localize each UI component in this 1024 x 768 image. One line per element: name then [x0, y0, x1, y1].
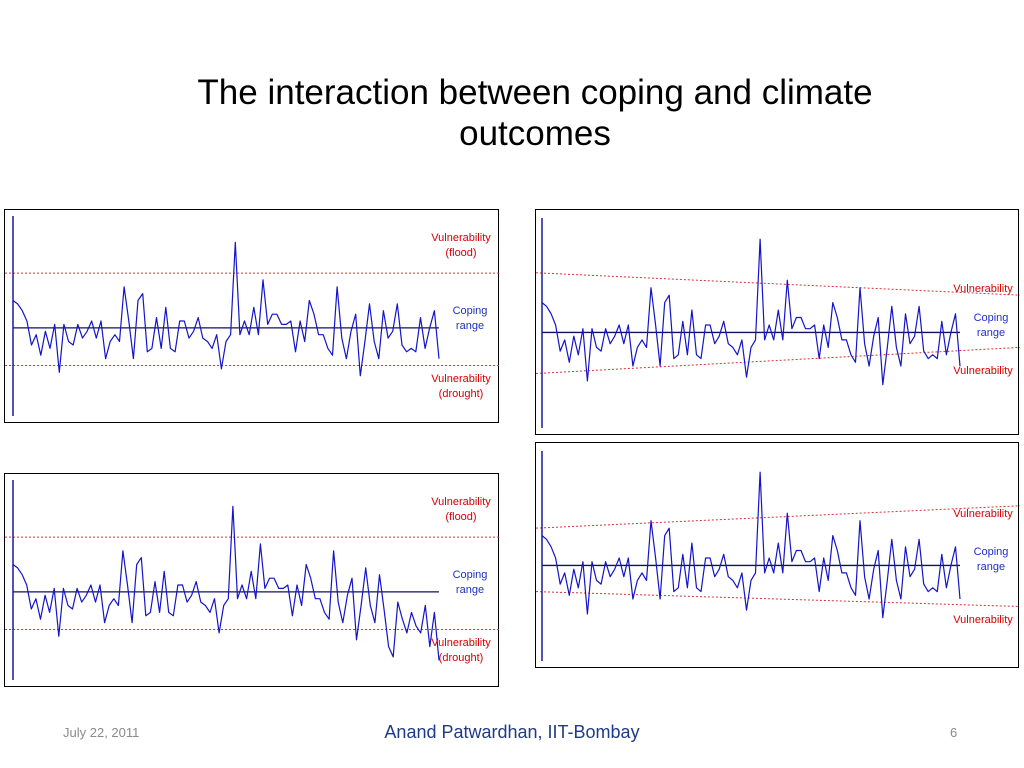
label-vulnerability-upper: Vulnerability	[946, 507, 1020, 522]
chart-panel-top-right: Vulnerability Coping range Vulnerability	[535, 209, 1021, 435]
label-vulnerability-lower: Vulnerability (drought)	[421, 636, 501, 666]
chart-svg	[535, 451, 1021, 661]
series-line	[12, 505, 440, 661]
chart-panel-bottom-right: Vulnerability Coping range Vulnerability	[535, 442, 1021, 668]
slide-title-line-1: The interaction between coping and clima…	[197, 73, 873, 112]
threshold-line-lower	[535, 346, 1021, 374]
label-line: Vulnerability	[431, 373, 491, 385]
label-line: range	[976, 327, 1006, 339]
threshold-line-upper	[535, 272, 1021, 296]
label-coping-range: Coping range	[435, 304, 505, 334]
label-line: Vulnerability	[953, 508, 1013, 520]
label-coping-range: Coping range	[956, 311, 1024, 341]
label-coping-range: Coping range	[435, 568, 505, 598]
label-line: Coping	[973, 312, 1009, 324]
chart-svg	[5, 216, 500, 416]
label-line: Vulnerability	[953, 614, 1013, 626]
footer-author: Anand Patwardhan, IIT-Bombay	[384, 722, 640, 742]
label-line: Coping	[452, 305, 488, 317]
label-line: range	[976, 561, 1006, 573]
label-vulnerability-upper: Vulnerability (flood)	[421, 495, 501, 525]
label-line: Coping	[973, 546, 1009, 558]
chart-panel-bottom-left: Vulnerability (flood) Coping range Vulne…	[4, 473, 501, 687]
chart-svg	[5, 480, 500, 680]
slide-title-line-2: outcomes	[459, 114, 611, 153]
label-line: range	[455, 584, 485, 596]
footer-page-number: 6	[950, 725, 958, 740]
series-line	[541, 471, 961, 619]
threshold-line-lower	[535, 591, 1021, 607]
label-vulnerability-lower: Vulnerability	[946, 613, 1020, 628]
series-line	[541, 238, 961, 386]
label-line: Vulnerability	[431, 232, 491, 244]
threshold-line-upper	[535, 505, 1021, 529]
label-line: range	[455, 320, 485, 332]
label-line: Vulnerability	[953, 283, 1013, 295]
label-line: Vulnerability	[953, 365, 1013, 377]
chart-svg	[535, 218, 1021, 428]
label-vulnerability-upper: Vulnerability (flood)	[421, 231, 501, 261]
footer-date: July 22, 2011	[63, 725, 140, 740]
label-line: Vulnerability	[431, 496, 491, 508]
slide-title: The interaction between coping and clima…	[100, 72, 970, 154]
label-vulnerability-lower: Vulnerability (drought)	[421, 372, 501, 402]
label-line: (flood)	[445, 511, 477, 523]
series-line	[12, 241, 440, 377]
chart-panel-top-left: Vulnerability (flood) Coping range Vulne…	[4, 209, 501, 423]
label-line: Vulnerability	[431, 637, 491, 649]
label-line: (flood)	[445, 247, 477, 259]
label-vulnerability-upper: Vulnerability	[946, 282, 1020, 297]
label-line: (drought)	[438, 652, 484, 664]
label-line: (drought)	[438, 388, 484, 400]
label-coping-range: Coping range	[956, 545, 1024, 575]
label-vulnerability-lower: Vulnerability	[946, 364, 1020, 379]
label-line: Coping	[452, 569, 488, 581]
